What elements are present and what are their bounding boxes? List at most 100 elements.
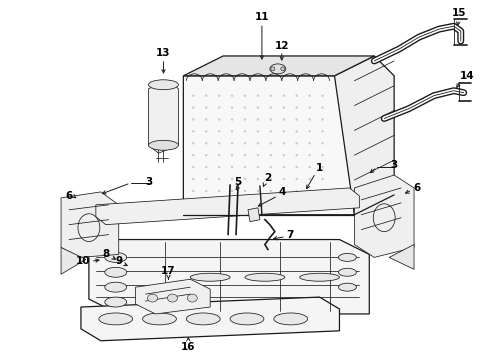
Ellipse shape [192, 178, 195, 180]
Ellipse shape [218, 94, 220, 97]
Ellipse shape [147, 294, 157, 302]
Ellipse shape [192, 142, 195, 144]
Ellipse shape [257, 190, 259, 192]
Ellipse shape [308, 142, 311, 144]
Ellipse shape [321, 118, 324, 121]
Text: 6: 6 [65, 191, 73, 201]
Ellipse shape [192, 190, 195, 192]
Ellipse shape [192, 106, 195, 109]
Ellipse shape [244, 118, 246, 121]
Ellipse shape [295, 118, 298, 121]
Ellipse shape [321, 178, 324, 180]
Text: 16: 16 [181, 342, 196, 352]
Ellipse shape [148, 80, 178, 90]
Polygon shape [61, 192, 119, 257]
Ellipse shape [270, 64, 286, 74]
Ellipse shape [295, 166, 298, 168]
Ellipse shape [231, 130, 233, 132]
Polygon shape [335, 56, 394, 215]
Ellipse shape [283, 178, 285, 180]
Ellipse shape [283, 166, 285, 168]
Ellipse shape [283, 106, 285, 109]
Ellipse shape [218, 106, 220, 109]
Ellipse shape [308, 166, 311, 168]
Ellipse shape [308, 94, 311, 97]
Ellipse shape [105, 297, 127, 307]
Ellipse shape [244, 166, 246, 168]
Ellipse shape [244, 142, 246, 144]
Ellipse shape [321, 94, 324, 97]
Ellipse shape [270, 106, 272, 109]
Ellipse shape [99, 313, 133, 325]
Ellipse shape [308, 178, 311, 180]
Ellipse shape [231, 106, 233, 109]
Ellipse shape [192, 94, 195, 97]
Ellipse shape [271, 67, 275, 71]
Ellipse shape [283, 118, 285, 121]
Ellipse shape [270, 142, 272, 144]
Ellipse shape [218, 166, 220, 168]
Ellipse shape [244, 178, 246, 180]
Ellipse shape [308, 154, 311, 157]
Ellipse shape [321, 190, 324, 192]
Text: 15: 15 [451, 8, 466, 18]
Ellipse shape [218, 142, 220, 144]
Text: 6: 6 [414, 183, 420, 193]
Polygon shape [389, 244, 414, 269]
Ellipse shape [244, 190, 246, 192]
Ellipse shape [321, 106, 324, 109]
Ellipse shape [321, 154, 324, 157]
Ellipse shape [283, 142, 285, 144]
Polygon shape [248, 208, 260, 222]
Ellipse shape [231, 166, 233, 168]
Ellipse shape [205, 130, 207, 132]
Ellipse shape [192, 118, 195, 121]
Ellipse shape [205, 118, 207, 121]
Ellipse shape [257, 94, 259, 97]
Ellipse shape [205, 142, 207, 144]
Ellipse shape [339, 283, 356, 291]
Polygon shape [354, 175, 414, 257]
Ellipse shape [281, 67, 285, 71]
Ellipse shape [244, 154, 246, 157]
Ellipse shape [308, 130, 311, 132]
Ellipse shape [244, 94, 246, 97]
Ellipse shape [190, 273, 230, 281]
Ellipse shape [295, 178, 298, 180]
Ellipse shape [257, 154, 259, 157]
Ellipse shape [192, 130, 195, 132]
Polygon shape [148, 81, 178, 153]
Ellipse shape [192, 154, 195, 157]
Ellipse shape [295, 190, 298, 192]
Ellipse shape [295, 142, 298, 144]
Ellipse shape [218, 190, 220, 192]
Ellipse shape [283, 154, 285, 157]
Ellipse shape [105, 267, 127, 277]
Text: 12: 12 [274, 41, 289, 51]
Ellipse shape [274, 313, 308, 325]
Ellipse shape [143, 313, 176, 325]
Ellipse shape [231, 190, 233, 192]
Ellipse shape [270, 190, 272, 192]
Ellipse shape [270, 154, 272, 157]
Ellipse shape [218, 130, 220, 132]
Ellipse shape [321, 166, 324, 168]
Ellipse shape [295, 94, 298, 97]
Ellipse shape [244, 130, 246, 132]
Text: 14: 14 [460, 71, 474, 81]
Text: 7: 7 [286, 230, 294, 239]
Ellipse shape [283, 130, 285, 132]
Ellipse shape [257, 118, 259, 121]
Ellipse shape [187, 294, 197, 302]
Ellipse shape [321, 142, 324, 144]
Ellipse shape [192, 166, 195, 168]
Ellipse shape [218, 178, 220, 180]
Ellipse shape [257, 142, 259, 144]
Ellipse shape [231, 154, 233, 157]
Ellipse shape [283, 94, 285, 97]
Polygon shape [89, 239, 369, 314]
Ellipse shape [231, 178, 233, 180]
Ellipse shape [244, 106, 246, 109]
Text: 17: 17 [161, 266, 176, 276]
Ellipse shape [218, 154, 220, 157]
